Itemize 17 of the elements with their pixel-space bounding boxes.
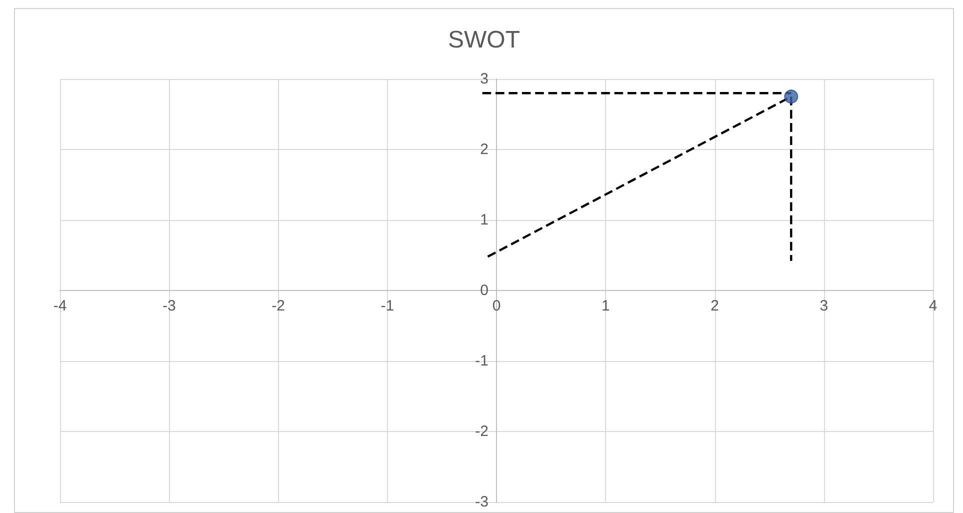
y-tick-label: -3 <box>475 494 488 510</box>
x-tick-label: -2 <box>272 298 285 314</box>
x-tick-label: 1 <box>601 298 610 314</box>
y-tick-label: -2 <box>475 423 488 440</box>
y-tick-label: 1 <box>480 212 488 228</box>
y-tick-label: 0 <box>480 282 488 299</box>
y-tick-label: 3 <box>480 70 488 88</box>
x-tick-label: 2 <box>710 298 719 314</box>
x-tick-label: -3 <box>162 298 176 314</box>
x-tick-label: -4 <box>53 298 67 314</box>
x-tick-label: 4 <box>928 298 938 314</box>
y-tick-label: 2 <box>480 141 488 158</box>
x-tick-label: 0 <box>492 298 501 314</box>
y-tick-label: -1 <box>475 352 488 370</box>
chart-title: SWOT <box>448 26 520 54</box>
x-tick-label: 3 <box>820 298 828 314</box>
x-tick-label: -1 <box>380 298 394 314</box>
